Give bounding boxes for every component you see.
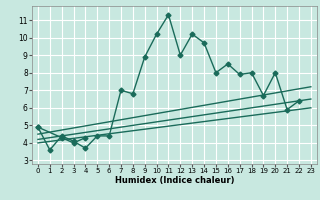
- X-axis label: Humidex (Indice chaleur): Humidex (Indice chaleur): [115, 176, 234, 185]
